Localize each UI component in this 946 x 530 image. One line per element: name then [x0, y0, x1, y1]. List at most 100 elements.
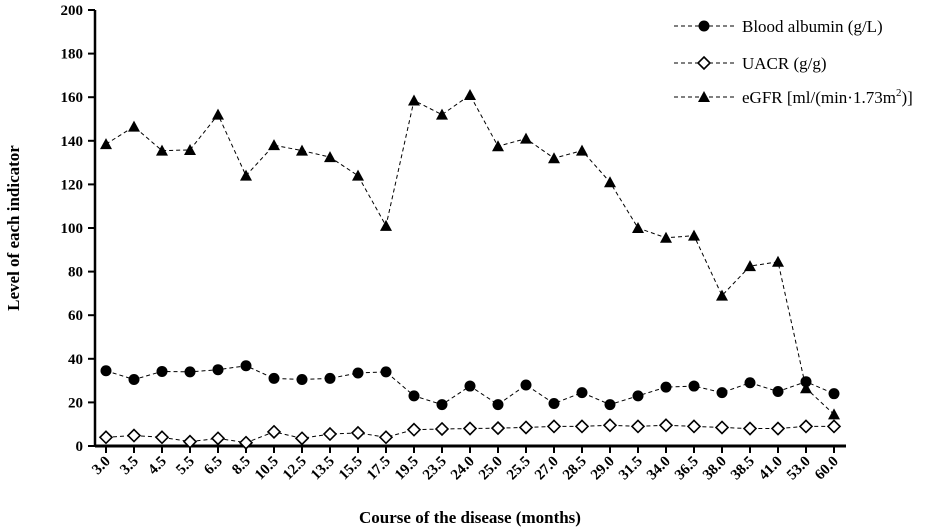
data-point-triangle — [464, 89, 476, 101]
data-point-triangle — [352, 169, 364, 181]
x-tick-label: 53.0 — [784, 454, 814, 484]
x-tick-label: 6.5 — [201, 454, 226, 479]
data-point-triangle — [604, 176, 616, 188]
data-point-triangle — [408, 94, 420, 106]
data-point-diamond — [742, 421, 758, 436]
x-tick-label: 34.0 — [644, 454, 674, 484]
series-line — [105, 424, 834, 444]
series-triangle — [100, 89, 840, 420]
data-point-triangle — [828, 408, 840, 420]
x-tick-label: 28.5 — [560, 454, 590, 484]
x-tick-label: 12.5 — [280, 454, 310, 484]
data-point-triangle — [212, 108, 224, 120]
data-point-circle — [632, 390, 644, 402]
data-point-circle — [744, 377, 756, 389]
x-tick-label: 38.5 — [728, 454, 758, 484]
x-tick-label: 17.5 — [364, 454, 394, 484]
x-tick-label: 10.5 — [252, 454, 282, 484]
y-tick-label: 0 — [76, 439, 84, 455]
data-point-diamond — [574, 419, 590, 434]
series-circle — [100, 360, 840, 411]
data-point-circle — [240, 360, 252, 372]
data-point-triangle — [100, 138, 112, 150]
data-point-circle — [548, 397, 560, 409]
data-point-triangle — [268, 139, 280, 151]
x-tick-label: 25.5 — [504, 454, 534, 484]
legend-triangle-marker — [698, 91, 710, 102]
data-point-triangle — [660, 231, 672, 243]
data-point-circle — [212, 364, 224, 376]
data-point-diamond — [770, 421, 786, 436]
data-point-triangle — [520, 132, 532, 144]
x-tick-label: 3.0 — [89, 454, 114, 479]
data-point-diamond — [630, 419, 646, 434]
y-axis-title: Level of each indicator — [4, 145, 23, 311]
legend-circle-marker — [698, 20, 710, 32]
x-tick-label: 31.5 — [616, 454, 646, 484]
legend-item-blood-albumin: Blood albumin (g/L) — [674, 17, 883, 36]
x-tick-label: 36.5 — [672, 454, 702, 484]
data-point-circle — [492, 399, 504, 411]
y-tick-label: 20 — [68, 395, 83, 411]
data-point-diamond — [238, 435, 254, 450]
y-tick-label: 200 — [61, 3, 84, 19]
y-tick-label: 100 — [61, 221, 84, 237]
data-point-diamond — [350, 425, 366, 441]
data-point-triangle — [128, 120, 140, 132]
data-point-circle — [660, 381, 672, 393]
data-point-triangle — [688, 229, 700, 241]
data-point-circle — [772, 386, 784, 397]
data-point-diamond — [182, 434, 198, 449]
data-point-triangle — [296, 144, 308, 156]
y-tick-label: 80 — [68, 265, 83, 281]
data-point-circle — [800, 376, 812, 388]
data-point-diamond — [518, 420, 534, 435]
legend-label-uacr: UACR (g/g) — [742, 54, 827, 73]
data-point-circle — [576, 387, 588, 399]
data-point-diamond — [826, 419, 842, 434]
data-point-diamond — [686, 419, 702, 434]
data-point-circle — [464, 380, 476, 392]
data-point-circle — [828, 388, 840, 400]
y-tick-label: 180 — [61, 47, 84, 63]
legend: Blood albumin (g/L) UACR (g/g) eGFR [ml/… — [674, 17, 913, 107]
x-tick-label: 24.0 — [448, 454, 478, 484]
data-point-diamond — [546, 419, 562, 434]
y-tick-label: 160 — [61, 90, 84, 106]
series-layer — [98, 89, 842, 450]
x-tick-label: 8.5 — [229, 454, 254, 479]
data-point-diamond — [714, 420, 730, 435]
data-point-diamond — [462, 421, 478, 436]
data-point-circle — [100, 365, 112, 377]
legend-item-egfr: eGFR [ml/(min·1.73m2)] — [674, 87, 913, 107]
data-point-circle — [520, 379, 532, 391]
x-tick-label: 25.0 — [476, 454, 506, 484]
legend-diamond-marker — [696, 55, 712, 71]
series-diamond — [98, 418, 842, 450]
data-point-diamond — [322, 426, 338, 442]
data-point-diamond — [658, 418, 674, 433]
x-tick-label: 41.0 — [756, 454, 786, 484]
data-point-circle — [184, 366, 196, 378]
data-point-circle — [324, 372, 336, 384]
data-point-triangle — [800, 382, 812, 394]
data-point-triangle — [156, 144, 168, 156]
data-point-circle — [436, 399, 448, 411]
data-point-triangle — [380, 219, 392, 231]
data-point-circle — [128, 374, 140, 386]
data-point-diamond — [798, 419, 814, 434]
data-point-triangle — [436, 108, 448, 120]
data-point-diamond — [294, 431, 310, 446]
data-point-triangle — [744, 260, 756, 272]
data-point-diamond — [210, 431, 226, 446]
data-point-triangle — [632, 222, 644, 233]
data-point-circle — [352, 367, 364, 379]
x-tick-label: 13.5 — [308, 454, 338, 484]
y-tick-label: 120 — [61, 177, 84, 193]
data-point-diamond — [434, 421, 450, 437]
y-tick-label: 40 — [68, 352, 83, 368]
data-point-triangle — [576, 144, 588, 156]
data-point-triangle — [772, 255, 784, 267]
